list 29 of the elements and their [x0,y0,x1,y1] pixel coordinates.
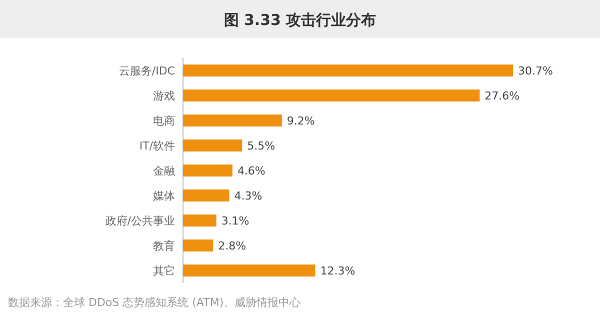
y-tick-label: 云服务/IDC [118,64,176,78]
y-tick-label: 电商 [153,114,175,128]
data-label: 2.8% [218,240,246,252]
data-label: 12.3% [320,264,356,278]
y-tick-label: IT/软件 [139,140,175,152]
source-note: 数据来源：全球 DDoS 态势感知系统 (ATM)、威胁情报中心 [8,296,301,309]
bar [183,240,214,252]
y-tick-label: 其它 [153,264,175,278]
y-tick-label: 政府/公共事业 [105,214,175,228]
data-label: 4.6% [237,164,266,178]
bar [183,90,480,102]
bar [183,140,242,152]
y-tick-label: 教育 [153,240,175,252]
data-label: 3.1% [221,214,250,228]
bar [183,164,232,176]
data-label: 4.3% [234,190,262,202]
chart-title: 图 3.33 攻击行业分布 [224,11,376,29]
bar [183,264,316,276]
y-tick-label: 媒体 [153,190,175,202]
bar [183,190,230,202]
data-label: 5.5% [247,140,276,152]
bar [183,214,216,226]
y-tick-label: 游戏 [153,90,175,102]
data-label: 30.7% [518,64,553,78]
data-label: 27.6% [484,90,520,102]
y-tick-label: 金融 [153,164,175,178]
bar [183,64,513,76]
bar [183,114,282,126]
data-label: 9.2% [286,114,315,128]
